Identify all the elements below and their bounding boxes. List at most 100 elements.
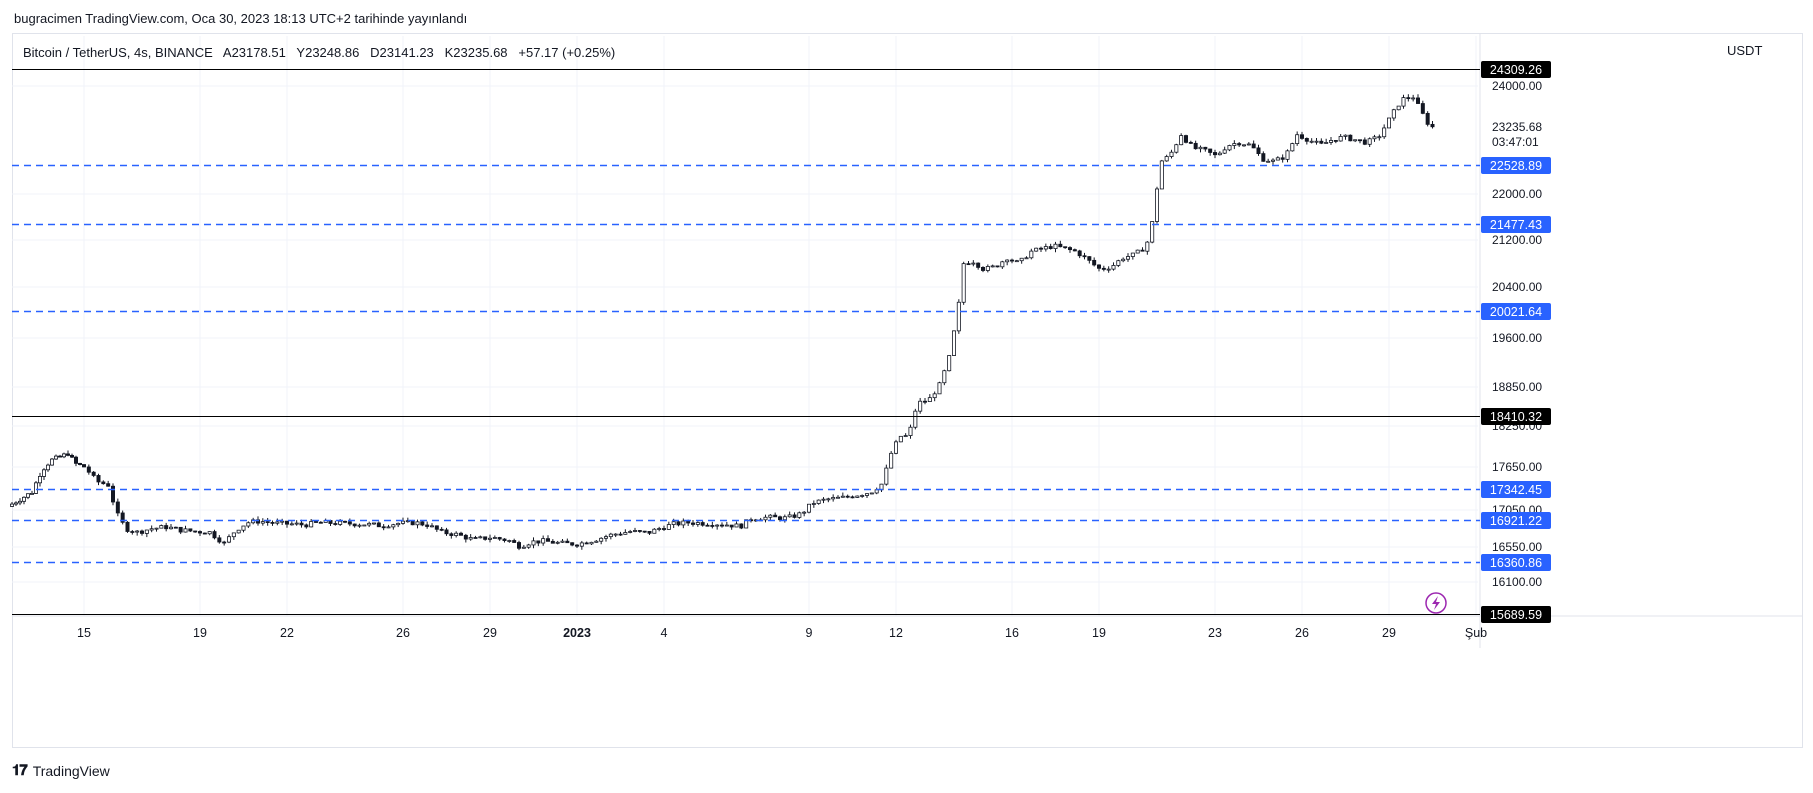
candle-body: [1106, 268, 1111, 271]
level-price-badge[interactable]: [1481, 303, 1551, 320]
candle-body: [1116, 260, 1121, 266]
candle-body: [294, 522, 299, 525]
candle-body: [1000, 261, 1005, 268]
tradingview-brand[interactable]: 𝟏𝟕 TradingView: [12, 762, 110, 779]
candle-body: [526, 544, 531, 548]
x-tick-label: 15: [77, 626, 91, 640]
y-tick-label: 22000.00: [1492, 187, 1542, 201]
candle-body: [985, 266, 990, 271]
candle-body: [927, 397, 932, 402]
candle-body: [135, 530, 140, 533]
candle-body: [642, 530, 647, 533]
x-tick-label: 19: [193, 626, 207, 640]
candle-body: [1382, 127, 1387, 138]
candle-body: [38, 476, 43, 484]
y-tick-label: 18850.00: [1492, 380, 1542, 394]
candle-body: [1319, 140, 1324, 144]
candle-body: [1420, 103, 1425, 114]
candle-body: [633, 530, 638, 532]
candle-body: [144, 529, 149, 534]
level-price-label: 21477.43: [1490, 218, 1542, 232]
candle-body: [560, 540, 565, 543]
level-price-badge[interactable]: [1481, 216, 1551, 233]
candle-body: [1314, 140, 1319, 143]
legend-symbol[interactable]: Bitcoin / TetherUS, 4s, BINANCE: [23, 45, 213, 60]
candle-body: [1367, 138, 1372, 145]
level-price-badge[interactable]: [1481, 61, 1551, 78]
candle-body: [903, 435, 908, 437]
candle-body: [1150, 221, 1155, 243]
candle-body: [937, 382, 942, 395]
candle-body: [531, 540, 536, 546]
candle-body: [1068, 247, 1073, 251]
candle-body: [618, 533, 623, 536]
candle-body: [1029, 250, 1034, 259]
candle-body: [275, 521, 280, 524]
candle-body: [947, 355, 952, 372]
candle-body: [971, 262, 976, 265]
candle-body: [691, 522, 696, 525]
candle-body: [541, 538, 546, 544]
candle-body: [507, 540, 512, 542]
candle-body: [154, 527, 159, 530]
candle-body: [734, 523, 739, 528]
candle-body: [168, 526, 173, 530]
candle-body: [594, 540, 599, 543]
candle-body: [647, 531, 652, 534]
candle-body: [1377, 136, 1382, 139]
level-price-badge[interactable]: [1481, 481, 1551, 498]
candle-body: [468, 537, 473, 540]
candle-body: [425, 524, 430, 527]
currency-label[interactable]: USDT: [1727, 43, 1763, 58]
candle-body: [720, 524, 725, 527]
candle-body: [1329, 140, 1334, 143]
candle-body: [1261, 153, 1266, 162]
candle-body: [444, 529, 449, 535]
y-tick-label: 21200.00: [1492, 233, 1542, 247]
candle-body: [207, 531, 212, 535]
candle-body: [188, 528, 193, 532]
candle-body: [1188, 141, 1193, 144]
candle-body: [990, 265, 995, 268]
candle-body: [1232, 143, 1237, 146]
candle-body: [739, 523, 744, 529]
candle-body: [1092, 259, 1097, 266]
candle-body: [1275, 157, 1280, 161]
candle-body: [309, 521, 314, 528]
level-price-label: 24309.26: [1490, 63, 1542, 77]
candle-body: [981, 266, 986, 271]
legend-change: +57.17 (+0.25%): [518, 45, 616, 60]
candle-body: [555, 541, 560, 544]
y-tick-label: 16100.00: [1492, 575, 1542, 589]
candle-body: [550, 540, 555, 544]
candle-body: [599, 537, 604, 542]
candle-body: [860, 495, 865, 497]
level-price-badge[interactable]: [1481, 554, 1551, 571]
candle-body: [1203, 146, 1208, 150]
level-price-badge[interactable]: [1481, 157, 1551, 174]
candle-body: [710, 525, 715, 527]
candle-body: [705, 524, 710, 527]
candle-body: [1348, 134, 1353, 142]
candle-body: [686, 520, 691, 524]
level-price-label: 22528.89: [1490, 159, 1542, 173]
candle-body: [681, 520, 686, 526]
candle-body: [386, 526, 391, 529]
lightning-icon[interactable]: [1425, 592, 1447, 614]
candle-body: [898, 435, 903, 443]
candle-body: [1014, 260, 1019, 263]
candle-body: [802, 511, 807, 514]
legend-open: A23178.51: [222, 45, 286, 60]
candle-body: [280, 520, 285, 523]
y-tick-label: 16550.00: [1492, 540, 1542, 554]
level-price-badge[interactable]: [1481, 408, 1551, 425]
level-price-badge[interactable]: [1481, 606, 1551, 623]
candle-body: [212, 531, 217, 539]
candle-body: [1353, 139, 1358, 142]
candle-body: [1246, 143, 1251, 146]
candle-body: [1126, 256, 1131, 260]
y-tick-label: 24000.00: [1492, 79, 1542, 93]
candle-body: [961, 263, 966, 303]
level-price-badge[interactable]: [1481, 512, 1551, 529]
